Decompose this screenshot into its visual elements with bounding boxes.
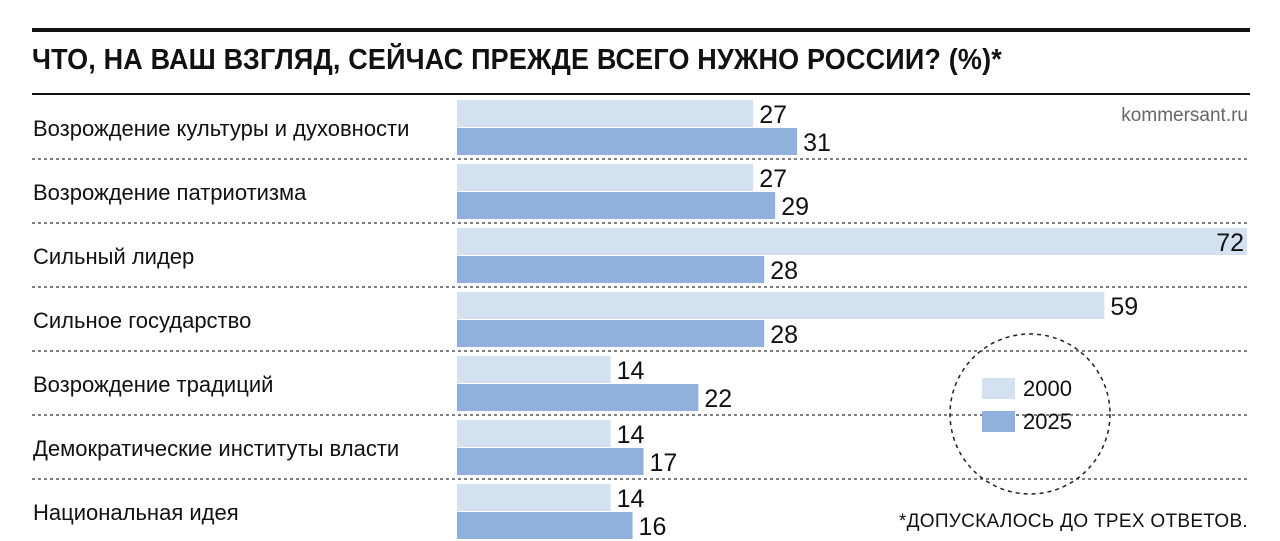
chart-title: ЧТО, НА ВАШ ВЗГЛЯД, СЕЙЧАС ПРЕЖДЕ ВСЕГО … (32, 44, 1002, 76)
bar-2000 (457, 228, 1247, 255)
bar-2025 (457, 128, 798, 155)
bar-2025 (457, 384, 699, 411)
top-rule (32, 28, 1250, 32)
footnote: *ДОПУСКАЛОСЬ ДО ТРЕХ ОТВЕТОВ. (898, 511, 1248, 532)
value-label: 14 (617, 485, 645, 513)
category-label: Национальная идея (33, 500, 239, 525)
bar-2025 (457, 448, 644, 475)
value-label: 16 (639, 513, 667, 541)
value-label: 28 (770, 257, 798, 285)
value-label: 31 (803, 129, 831, 157)
bar-2000 (457, 100, 754, 127)
legend-label-2000: 2000 (1023, 376, 1072, 401)
legend-circle (949, 333, 1111, 495)
category-label: Демократические институты власти (33, 436, 399, 461)
bar-2000 (457, 484, 611, 511)
category-labels: Возрождение культуры и духовности Возрожд… (33, 116, 409, 525)
category-label: Возрождение традиций (33, 372, 273, 397)
category-label: Сильное государство (33, 308, 251, 333)
value-label: 22 (704, 385, 732, 413)
legend-swatch-2025 (982, 411, 1015, 432)
bar-2000 (457, 356, 611, 383)
bar-2025 (457, 512, 633, 539)
category-label: Возрождение культуры и духовности (33, 116, 409, 141)
legend: 2000 2025 (949, 333, 1111, 495)
category-label: Возрождение патриотизма (33, 180, 307, 205)
bar-2025 (457, 320, 765, 347)
value-label: 14 (617, 357, 645, 385)
category-label: Сильный лидер (33, 244, 194, 269)
value-label: 27 (759, 165, 787, 193)
value-label: 17 (650, 449, 678, 477)
value-label: 28 (770, 321, 798, 349)
value-label: 72 (1216, 229, 1244, 257)
bar-2025 (457, 256, 765, 283)
value-label: 59 (1110, 293, 1138, 321)
value-label: 29 (781, 193, 809, 221)
bar-2025 (457, 192, 776, 219)
legend-label-2025: 2025 (1023, 409, 1072, 434)
row-separators (32, 158, 1248, 480)
source-credit: kommersant.ru (1121, 105, 1248, 126)
legend-swatch-2000 (982, 378, 1015, 399)
header-rule (32, 93, 1250, 95)
bar-2000 (457, 292, 1105, 319)
bars (457, 100, 1247, 539)
value-label: 27 (759, 101, 787, 129)
bar-2000 (457, 164, 754, 191)
bar-2000 (457, 420, 611, 447)
value-label: 14 (617, 421, 645, 449)
